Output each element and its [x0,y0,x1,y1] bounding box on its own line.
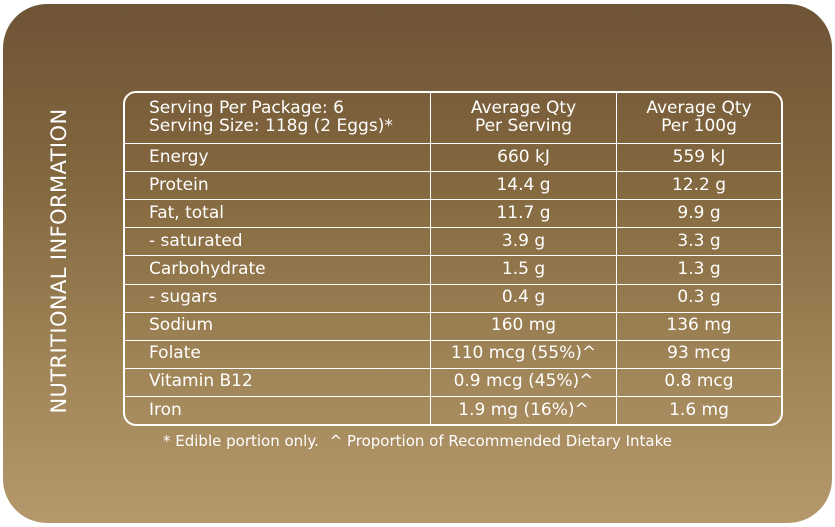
per-100g-value: 136 mg [616,311,781,341]
per-serving-value: 110 mcg (55%)^ [430,339,617,369]
nutrient-name: Protein [125,171,431,201]
table-row: Energy 660 kJ 559 kJ [125,143,781,173]
per-100g-header-line2: Per 100g [661,116,737,137]
nutrition-table: Serving Per Package: 6 Serving Size: 118… [125,93,781,424]
per-serving-header: Average Qty Per Serving [430,93,617,145]
nutrition-panel: NUTRITIONAL INFORMATION Serving Per Pack… [3,4,832,523]
side-title: NUTRITIONAL INFORMATION [47,108,71,414]
nutrient-name: Vitamin B12 [125,367,431,397]
serving-info-cell: Serving Per Package: 6 Serving Size: 118… [125,93,431,145]
per-100g-header: Average Qty Per 100g [616,93,781,145]
nutrition-table-frame: Serving Per Package: 6 Serving Size: 118… [123,91,783,426]
per-100g-value: 1.6 mg [616,395,781,424]
per-serving-value: 14.4 g [430,171,617,201]
footnote-edible: * Edible portion only. [163,432,319,450]
per-100g-value: 559 kJ [616,143,781,173]
per-serving-value: 660 kJ [430,143,617,173]
per-100g-value: 0.3 g [616,283,781,313]
nutrient-name: - saturated [125,227,431,257]
table-row: Protein 14.4 g 12.2 g [125,171,781,201]
table-row: Sodium 160 mg 136 mg [125,311,781,341]
table-row: Vitamin B12 0.9 mcg (45%)^ 0.8 mcg [125,367,781,397]
header-row: Serving Per Package: 6 Serving Size: 118… [125,93,781,145]
serving-per-package: Serving Per Package: 6 [149,98,344,119]
per-100g-value: 0.8 mcg [616,367,781,397]
nutrient-name: Fat, total [125,199,431,229]
per-serving-header-line1: Average Qty [470,98,577,119]
per-serving-value: 0.4 g [430,283,617,313]
table-row: Iron 1.9 mg (16%)^ 1.6 mg [125,395,781,424]
per-serving-value: 160 mg [430,311,617,341]
per-100g-value: 1.3 g [616,255,781,285]
per-100g-value: 93 mcg [616,339,781,369]
nutrient-name: Iron [125,395,431,424]
serving-size: Serving Size: 118g (2 Eggs)* [149,116,393,137]
table-row: - saturated 3.9 g 3.3 g [125,227,781,257]
table-row: Carbohydrate 1.5 g 1.3 g [125,255,781,285]
footnote-rdi: ^ Proportion of Recommended Dietary Inta… [329,432,672,450]
table-row: Fat, total 11.7 g 9.9 g [125,199,781,229]
per-serving-value: 0.9 mcg (45%)^ [430,367,617,397]
nutrient-name: - sugars [125,283,431,313]
per-100g-header-line1: Average Qty [646,98,752,119]
per-serving-value: 11.7 g [430,199,617,229]
table-row: - sugars 0.4 g 0.3 g [125,283,781,313]
footnote: * Edible portion only. ^ Proportion of R… [3,432,832,450]
table-row: Folate 110 mcg (55%)^ 93 mcg [125,339,781,369]
per-serving-value: 1.9 mg (16%)^ [430,395,617,424]
nutrient-name: Energy [125,143,431,173]
nutrient-name: Carbohydrate [125,255,431,285]
per-serving-header-line2: Per Serving [474,116,573,137]
per-serving-value: 3.9 g [430,227,617,257]
per-100g-value: 3.3 g [616,227,781,257]
nutrient-name: Sodium [125,311,431,341]
nutrient-name: Folate [125,339,431,369]
per-serving-value: 1.5 g [430,255,617,285]
per-100g-value: 12.2 g [616,171,781,201]
per-100g-value: 9.9 g [616,199,781,229]
